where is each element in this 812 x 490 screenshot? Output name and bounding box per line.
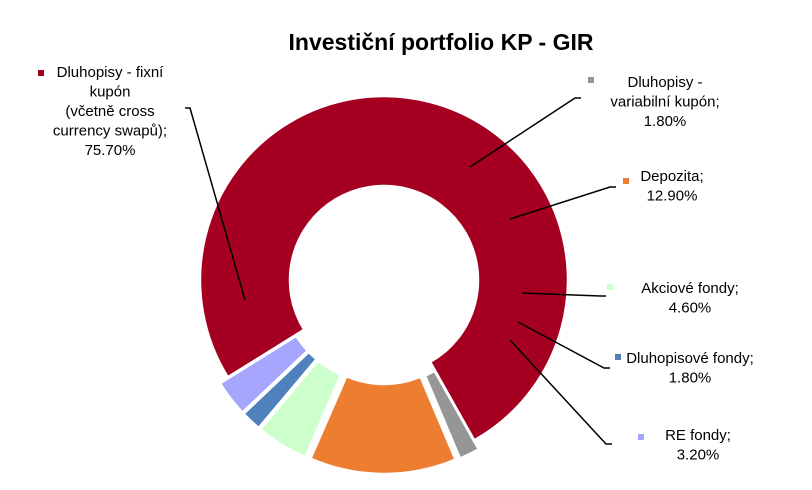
leader-line-2: [509, 186, 616, 220]
label-legend-key-3: [607, 284, 613, 290]
leader-line-0: [185, 107, 246, 301]
label-legend-key-2: [623, 178, 629, 184]
leader-line-3: [521, 292, 606, 297]
data-label-0: Dluhopisy - fixní kupón (včetně cross curre…: [53, 64, 167, 159]
data-label-line: 12.90%: [647, 188, 698, 205]
data-label-3: Akciové fondy; 4.60%: [641, 280, 739, 317]
donut-slice-3: [258, 358, 343, 459]
chart-title: Investiční portfolio KP - GIR: [289, 29, 594, 55]
data-label-5: RE fondy; 3.20%: [665, 427, 731, 464]
data-label-2: Depozita; 12.90%: [640, 168, 703, 205]
leader-line-5: [509, 339, 612, 445]
data-label-line: Akciové fondy;: [641, 280, 739, 297]
data-label-line: 75.70%: [85, 142, 136, 159]
data-label-line: Dluhopisové fondy;: [626, 350, 754, 367]
donut-slice-4: [241, 350, 319, 430]
data-label-line: (včetně cross: [65, 103, 154, 120]
data-label-line: 4.60%: [669, 300, 712, 317]
data-label-line: 1.80%: [644, 113, 687, 130]
data-label-line: kupón: [90, 84, 131, 101]
leader-line-1: [469, 97, 581, 168]
data-label-line: RE fondy;: [665, 427, 731, 444]
data-label-line: 3.20%: [677, 447, 720, 464]
donut-slice-2: [308, 374, 458, 476]
leader-lines: [185, 97, 616, 445]
data-label-line: Dluhopisy - fixní: [57, 64, 165, 81]
label-legend-key-0: [38, 70, 44, 76]
donut-slice-0: [198, 94, 570, 443]
donut-slices: [198, 94, 570, 476]
data-label-line: Dluhopisy -: [627, 74, 702, 91]
data-label-1: Dluhopisy - variabilní kupón; 1.80%: [610, 74, 719, 130]
leader-line-4: [517, 321, 610, 369]
label-legend-key-4: [615, 354, 621, 360]
data-label-line: currency swapů);: [53, 123, 167, 140]
data-label-4: Dluhopisové fondy; 1.80%: [626, 350, 754, 387]
data-label-line: 1.80%: [669, 370, 712, 387]
data-label-line: variabilní kupón;: [610, 94, 719, 111]
data-labels: Dluhopisy - fixní kupón (včetně cross curre…: [38, 64, 754, 464]
donut-slice-1: [423, 369, 481, 461]
label-legend-key-1: [588, 77, 594, 83]
data-label-line: Depozita;: [640, 168, 703, 185]
label-legend-key-5: [638, 434, 644, 440]
donut-slice-5: [218, 334, 310, 415]
